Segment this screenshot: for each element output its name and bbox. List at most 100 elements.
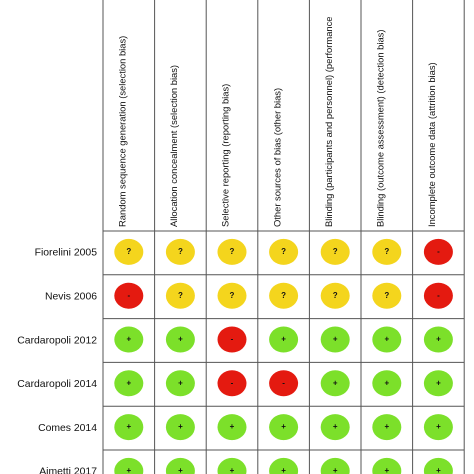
judgement-dot-unclear [320,282,350,309]
judgement-dot-unclear [269,282,299,309]
judgement-symbol: + [230,422,235,431]
judgement-symbol: - [437,291,440,300]
judgement-dot-low [372,414,402,441]
judgement-symbol: ? [384,291,389,300]
judgement-dot-low [217,414,247,441]
judgement-symbol: ? [230,247,235,256]
judgement-dot-low [320,326,350,353]
judgement-symbol: + [333,378,338,387]
judgement-dot-unclear [372,282,402,309]
judgement-symbol: + [384,422,389,431]
judgement-dot-high [423,282,453,309]
judgement-symbol: ? [178,247,183,256]
judgement-symbol: + [384,335,389,344]
judgement-symbol: - [231,378,234,387]
judgement-symbol: - [282,378,285,387]
judgement-dot-unclear [372,238,402,265]
judgement-symbol: ? [126,247,131,256]
judgement-symbol: + [281,335,286,344]
judgement-dot-low [320,370,350,397]
judgement-symbol: + [230,466,235,474]
judgement-symbol: + [178,422,183,431]
judgement-symbol: + [384,466,389,474]
judgement-dot-low [217,457,247,474]
judgement-dot-high [217,370,247,397]
judgement-symbol: ? [384,247,389,256]
judgement-dot-low [423,370,453,397]
judgement-dot-low [269,326,299,353]
judgement-dot-low [114,414,144,441]
judgement-dot-unclear [165,238,195,265]
judgement-dot-high [114,282,144,309]
judgement-dot-low [423,414,453,441]
judgement-symbol: + [436,422,441,431]
judgement-dot-unclear [114,238,144,265]
judgement-dot-high [423,238,453,265]
column-header: Other sources of bias (other bias) [271,88,282,227]
judgement-dot-low [269,414,299,441]
judgement-symbol: + [436,335,441,344]
judgement-dot-low [165,326,195,353]
judgement-dot-unclear [320,238,350,265]
judgement-symbol: + [126,335,131,344]
column-labels: Random sequence generation (selection bi… [116,16,437,227]
judgement-symbol: ? [281,247,286,256]
judgement-dot-low [320,457,350,474]
judgement-symbol: ? [281,291,286,300]
column-header: Incomplete outcome data (attrition bias) [426,62,437,227]
row-label: Comes 2014 [38,423,97,434]
judgement-symbol: + [436,378,441,387]
judgement-symbol: ? [333,291,338,300]
judgement-dot-high [217,326,247,353]
judgement-symbol: ? [178,291,183,300]
judgement-dot-unclear [217,238,247,265]
row-label: Nevis 2006 [45,291,97,302]
judgement-dot-high [269,370,299,397]
judgement-dot-unclear [165,282,195,309]
row-label: Cardaropoli 2012 [17,335,97,346]
grid-lines [102,0,465,474]
column-header: Selective reporting (reporting bias) [220,84,231,227]
judgement-dot-low [320,414,350,441]
row-label: Cardaropoli 2014 [17,379,97,390]
judgement-dot-low [114,370,144,397]
judgement-symbol: ? [333,247,338,256]
judgement-symbol: + [178,335,183,344]
judgement-dot-low [269,457,299,474]
judgement-symbol: + [178,378,183,387]
judgement-symbol: - [127,291,130,300]
judgement-symbol: + [126,466,131,474]
column-header: Blinding (outcome assessment) (detection… [374,30,385,228]
judgement-dots: ?????? - -????? - + + - + + + + + + - - + + + + + + + + + + + + + + +… [114,238,453,474]
judgement-symbol: + [436,466,441,474]
judgement-symbol: + [281,422,286,431]
column-header: Blinding (participants and personnel) (p… [323,16,334,227]
judgement-symbol: - [231,335,234,344]
judgement-symbol: + [333,466,338,474]
judgement-dot-low [165,370,195,397]
judgement-dot-low [165,414,195,441]
row-label: Aimetti 2017 [39,467,97,474]
judgement-dot-low [372,457,402,474]
judgement-dot-low [165,457,195,474]
judgement-dot-low [372,326,402,353]
judgement-dot-low [423,457,453,474]
judgement-symbol: + [333,335,338,344]
judgement-symbol: + [281,466,286,474]
column-header: Allocation concealment (selection bias) [168,65,179,227]
row-label: Fiorelini 2005 [35,248,98,259]
judgement-symbol: + [333,422,338,431]
judgement-dot-unclear [217,282,247,309]
judgement-symbol: + [126,422,131,431]
judgement-symbol: ? [230,291,235,300]
row-labels: Fiorelini 2005 Nevis 2006 Cardaropoli 2012… [17,248,97,474]
judgement-dot-unclear [269,238,299,265]
judgement-symbol: + [384,378,389,387]
judgement-symbol: - [437,247,440,256]
judgement-symbol: + [126,378,131,387]
judgement-dot-low [423,326,453,353]
judgement-dot-low [114,457,144,474]
column-header: Random sequence generation (selection bi… [116,36,127,227]
judgement-dot-low [114,326,144,353]
